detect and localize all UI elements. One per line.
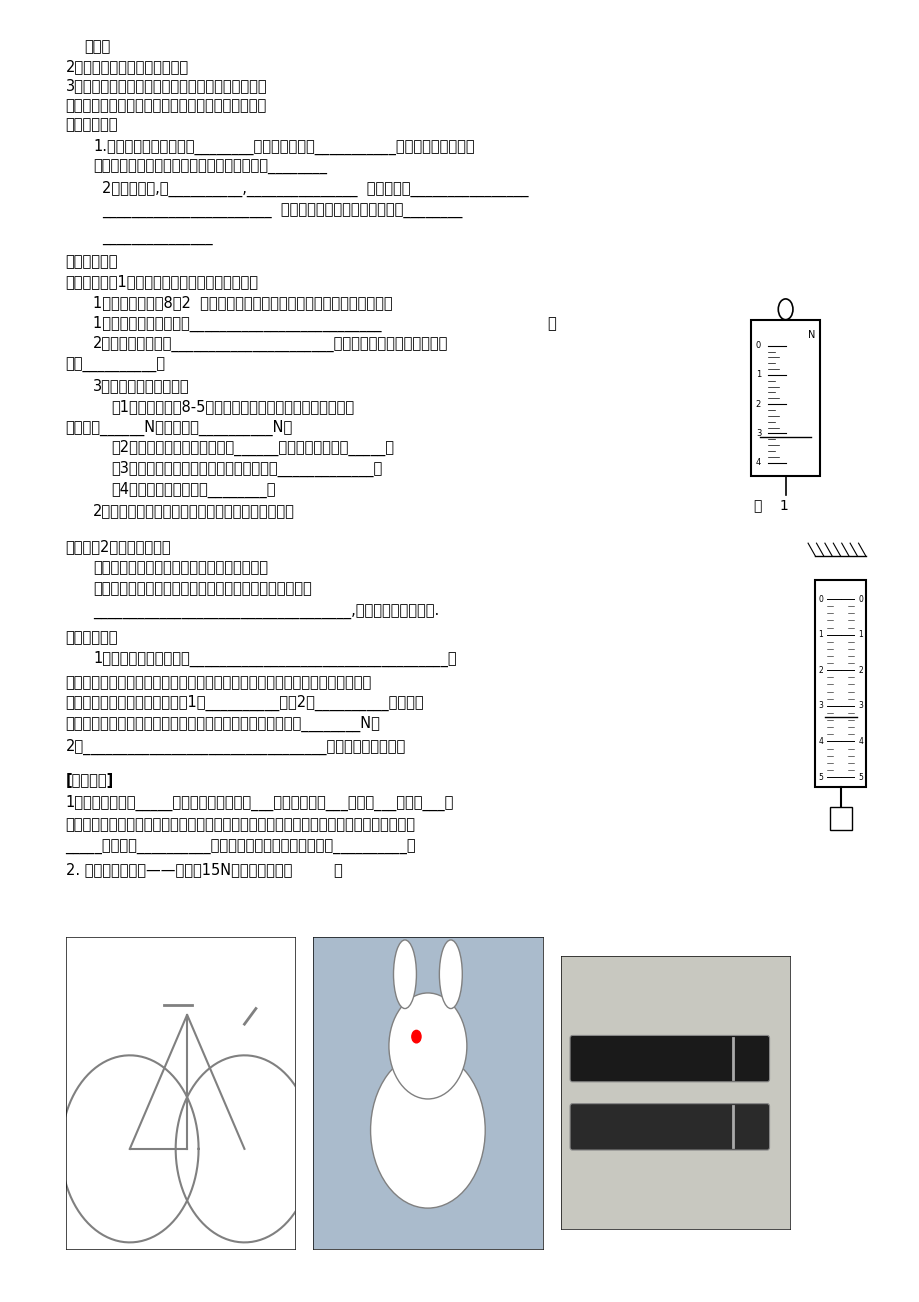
Text: 1）弹簧测力计的原理：__________________________                                    。: 1）弹簧测力计的原理：__________________________ 。 bbox=[93, 315, 556, 332]
Text: 2. 感受身边的物理——重力为15N的物体可能是（         ）: 2. 感受身边的物理——重力为15N的物体可能是（ ） bbox=[65, 862, 342, 876]
Text: 2: 2 bbox=[755, 400, 760, 409]
Text: [当堂巩固]: [当堂巩固] bbox=[65, 773, 114, 789]
Text: 在使用弹簧测力计测力前首先要对弹簧测力计进行观察，现已观察出指针是指在: 在使用弹簧测力计测力前首先要对弹簧测力计进行观察，现已观察出指针是指在 bbox=[65, 674, 371, 690]
Text: 4: 4 bbox=[817, 737, 823, 746]
Text: （4）观察时，视线必须________。: （4）观察时，视线必须________。 bbox=[111, 482, 276, 497]
Text: _____就不再与__________成正比，弹簧不再恢复到原来的__________。: _____就不再与__________成正比，弹簧不再恢复到原来的_______… bbox=[65, 840, 415, 854]
Text: 【学习过程】: 【学习过程】 bbox=[65, 254, 118, 268]
Text: 量范围是______N，分度值是__________N。: 量范围是______N，分度值是__________N。 bbox=[65, 419, 292, 436]
Text: 图    1: 图 1 bbox=[753, 499, 788, 513]
Text: 二、活动2、认识弹性势能: 二、活动2、认识弹性势能 bbox=[65, 539, 171, 555]
Text: 一、学生活动1：交流、讨论如何使用弹簧测力计: 一、学生活动1：交流、讨论如何使用弹簧测力计 bbox=[65, 275, 258, 289]
Text: （2）校零：检查指针是否指在______刻度处，若不在应_____。: （2）校零：检查指针是否指在______刻度处，若不在应_____。 bbox=[111, 440, 394, 457]
Text: 1、物体对物体的_____叫做力。力的符号是___，力的单位是___，简称___，符号___。: 1、物体对物体的_____叫做力。力的符号是___，力的单位是___，简称___… bbox=[65, 796, 453, 811]
Text: N: N bbox=[807, 331, 814, 340]
Text: 大小：: 大小： bbox=[84, 39, 110, 55]
Text: 学生练习：举例说明发生弹性形变的物体具有弹性性能。: 学生练习：举例说明发生弹性形变的物体具有弹性性能。 bbox=[93, 581, 312, 596]
Text: _______________: _______________ bbox=[102, 230, 212, 245]
Text: 2、知道国际单位制力的单位。: 2、知道国际单位制力的单位。 bbox=[65, 59, 188, 74]
Text: 3、通过观察，知道发生弹性形变的物体具有能量。: 3、通过观察，知道发生弹性形变的物体具有能量。 bbox=[65, 78, 267, 94]
Text: 3: 3 bbox=[817, 702, 823, 711]
Text: 2）弹簧测力计是由______________________组成的。国际单位制中力的单: 2）弹簧测力计是由______________________组成的。国际单位制… bbox=[93, 336, 448, 353]
Text: 4: 4 bbox=[755, 458, 760, 467]
Text: 5: 5 bbox=[857, 772, 862, 781]
Text: 阅读生活、物理、社会了解什么是弹性势能。: 阅读生活、物理、社会了解什么是弹性势能。 bbox=[93, 560, 267, 575]
Bar bbox=[829, 807, 851, 831]
Text: 1、自学课本活动8－2  观察弹簧秤测量力计，讨论弹簧测力计的使用方法: 1、自学课本活动8－2 观察弹簧秤测量力计，讨论弹簧测力计的使用方法 bbox=[93, 296, 392, 310]
Text: 1．弹簧测力计的原理：___________________________________。: 1．弹簧测力计的原理：_____________________________… bbox=[93, 651, 456, 667]
Text: 1.发生力的作用时一定有________个物体且要发生___________作用，当两个物体没: 1.发生力的作用时一定有________个物体且要发生___________作用… bbox=[93, 139, 474, 155]
Text: 2: 2 bbox=[817, 665, 822, 674]
Text: 2、练习使用弹簧秤测自己的头发能承受的最大拉力: 2、练习使用弹簧秤测自己的头发能承受的最大拉力 bbox=[93, 503, 295, 518]
Text: 每个弹簧秤都有一定的测量范围，加在弹簧秤上的力不能超过这范围。超过这范围，弹簧的: 每个弹簧秤都有一定的测量范围，加在弹簧秤上的力不能超过这范围。超过这范围，弹簧的 bbox=[65, 818, 415, 832]
Text: 1: 1 bbox=[755, 370, 760, 379]
Text: 有直接接触时，它们之间能产生力的作用吗？________: 有直接接触时，它们之间能产生力的作用吗？________ bbox=[93, 160, 327, 176]
Bar bbox=[814, 579, 865, 788]
Text: 5: 5 bbox=[817, 772, 823, 781]
Text: 0: 0 bbox=[755, 341, 760, 350]
Text: _______________________  叫做弹力，使物体发生弹性形变________: _______________________ 叫做弹力，使物体发生弹性形变__… bbox=[102, 204, 462, 219]
Text: 2: 2 bbox=[857, 665, 862, 674]
Text: 2．_________________________________这种能叫做弹性势能: 2．_________________________________这种能叫做… bbox=[65, 740, 405, 755]
Text: 【重点难点】弹性势能。理解弹性形变与弹力的关系: 【重点难点】弹性势能。理解弹性形变与弹力的关系 bbox=[65, 98, 267, 113]
Text: （3）测量时，要使弹簧测力计受力方向沿_____________。: （3）测量时，要使弹簧测力计受力方向沿_____________。 bbox=[111, 461, 382, 478]
Bar bbox=[751, 320, 819, 475]
Text: 3）弹簧测力计的使用：: 3）弹簧测力计的使用： bbox=[93, 379, 189, 393]
Text: 【课堂小节】: 【课堂小节】 bbox=[65, 630, 118, 646]
Text: 【回忆巩固】: 【回忆巩固】 bbox=[65, 117, 118, 133]
Text: 次测量中弹簧测力计的示数如图所示，则所测得的拉力大小为________N。: 次测量中弹簧测力计的示数如图所示，则所测得的拉力大小为________N。 bbox=[65, 716, 380, 732]
Text: 位是__________。: 位是__________。 bbox=[65, 358, 165, 372]
Text: 0: 0 bbox=[817, 595, 823, 604]
Text: 零刻度，那么还应观察的是：（1）__________；（2）__________。若在某: 零刻度，那么还应观察的是：（1）__________；（2）__________… bbox=[65, 695, 424, 711]
Text: 1: 1 bbox=[857, 630, 862, 639]
Text: 0: 0 bbox=[857, 595, 862, 604]
Text: 3: 3 bbox=[755, 428, 760, 437]
Text: 3: 3 bbox=[857, 702, 862, 711]
Text: 1: 1 bbox=[817, 630, 822, 639]
Text: 4: 4 bbox=[857, 737, 862, 746]
Text: ___________________________________,这种能叫做弹性势能.: ___________________________________,这种能叫… bbox=[93, 604, 439, 620]
Text: 2．物理学中,把__________,_______________  称之为力，________________: 2．物理学中,把__________,_______________ 称之为力，… bbox=[102, 181, 528, 197]
Text: （1）观察课本图8-5所示的弹簧测力计的刻度盘上表示的测: （1）观察课本图8-5所示的弹簧测力计的刻度盘上表示的测 bbox=[111, 400, 354, 414]
